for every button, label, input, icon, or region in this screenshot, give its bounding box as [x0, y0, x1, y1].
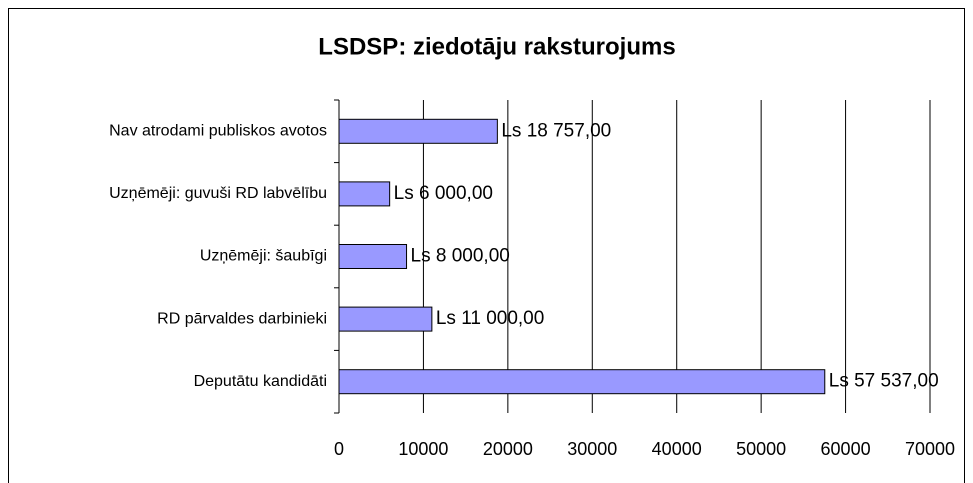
x-tick-label: 40000: [652, 439, 702, 459]
y-tick-label: Deputātu kandidāti: [194, 373, 327, 390]
bar: [338, 306, 433, 332]
value-label: Ls 57 537,00: [829, 371, 939, 392]
value-label: Ls 18 757,00: [501, 120, 611, 141]
chart-frame: [8, 8, 965, 483]
x-tick-label: 10000: [398, 439, 448, 459]
y-tick-label: Nav atrodami publiskos avotos: [109, 123, 327, 140]
x-tick-label: 20000: [483, 439, 533, 459]
value-label: Ls 11 000,00: [436, 308, 544, 329]
y-tick-label: RD pārvaldes darbinieki: [157, 310, 327, 327]
y-tick-label: Uzņēmēji: guvuši RD labvēlību: [109, 185, 327, 202]
x-tick-label: 50000: [736, 439, 786, 459]
x-tick-label: 0: [334, 439, 344, 459]
value-label: Ls 8 000,00: [411, 246, 510, 267]
bar: [338, 244, 408, 269]
x-tick-label: 70000: [905, 439, 955, 459]
x-tick-label: 60000: [821, 439, 871, 459]
bar: [338, 118, 498, 144]
x-tick-label: 30000: [567, 439, 617, 459]
value-label: Ls 6 000,00: [394, 183, 493, 204]
bar: [338, 369, 826, 395]
bar: [338, 181, 391, 207]
y-tick-label: Uzņēmēji: šaubīgi: [200, 248, 327, 265]
chart-title: LSDSP: ziedotāju raksturojums: [318, 33, 675, 60]
